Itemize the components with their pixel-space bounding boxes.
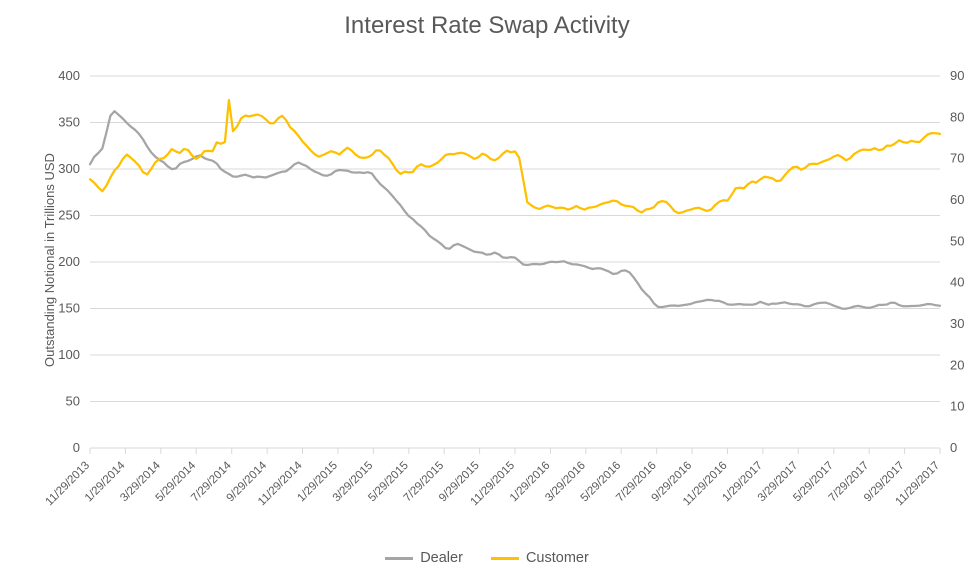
svg-text:400: 400: [58, 68, 80, 83]
svg-text:50: 50: [950, 233, 964, 248]
svg-text:0: 0: [950, 440, 957, 455]
svg-text:11/29/2013: 11/29/2013: [44, 460, 93, 509]
svg-text:70: 70: [950, 151, 964, 166]
svg-text:30: 30: [950, 316, 964, 331]
svg-text:60: 60: [950, 192, 964, 207]
svg-text:80: 80: [950, 109, 964, 124]
svg-text:10: 10: [950, 399, 964, 414]
svg-text:20: 20: [950, 357, 964, 372]
svg-text:50: 50: [66, 394, 80, 409]
svg-text:90: 90: [950, 68, 964, 83]
svg-text:40: 40: [950, 275, 964, 290]
svg-text:0: 0: [73, 440, 80, 455]
